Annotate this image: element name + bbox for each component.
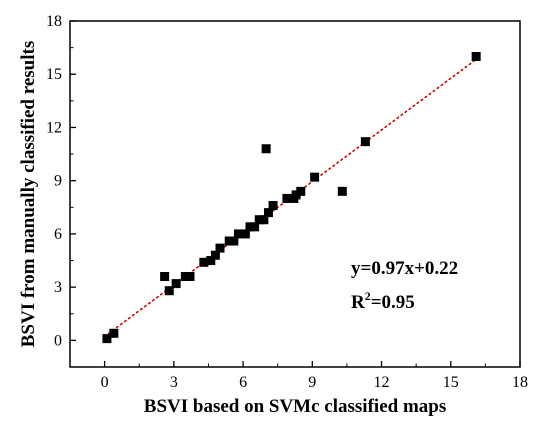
data-point [199, 257, 209, 267]
data-point [268, 201, 278, 211]
x-tick-label: 3 [170, 374, 178, 391]
axis-ticks [70, 20, 521, 367]
r2-suffix: =0.95 [371, 292, 415, 313]
data-point [250, 222, 260, 232]
r2-prefix: R [351, 292, 365, 313]
data-point [259, 215, 269, 225]
y-tick-label: 0 [54, 332, 62, 349]
data-point [160, 272, 170, 282]
x-tick-label: 9 [308, 374, 316, 391]
y-axis-title: BSVI from manually classified results [18, 41, 39, 348]
plot-frame [69, 20, 521, 368]
data-point [254, 215, 264, 225]
y-tick-label: 3 [54, 279, 62, 296]
axis-tick-labels: 0 3 6 9 12 15 18 0 3 6 9 12 15 18 [46, 13, 528, 391]
data-point [224, 236, 234, 246]
data-point [261, 144, 271, 154]
data-point [263, 208, 273, 218]
data-point [240, 229, 250, 239]
y-tick-label: 15 [46, 66, 62, 83]
data-point [282, 193, 292, 203]
data-point [164, 286, 174, 296]
data-point [210, 250, 220, 260]
data-point [180, 272, 190, 282]
x-tick-label: 0 [101, 374, 109, 391]
x-axis-title: BSVI based on SVMc classified maps [144, 396, 446, 417]
r2-superscript: 2 [365, 289, 371, 303]
data-point [471, 51, 481, 61]
data-point [206, 256, 216, 266]
y-tick-label: 9 [54, 173, 62, 190]
x-tick-label: 18 [512, 374, 528, 391]
data-point [215, 243, 225, 253]
data-point [296, 186, 306, 196]
equation-label: y=0.97x+0.22 [351, 258, 458, 279]
data-point [171, 279, 181, 289]
data-point [102, 334, 112, 344]
data-point [291, 190, 301, 200]
x-tick-label: 12 [374, 374, 390, 391]
y-tick-label: 18 [46, 13, 62, 30]
x-tick-label: 6 [239, 374, 247, 391]
data-point [360, 137, 370, 147]
data-point [337, 186, 347, 196]
y-tick-label: 6 [54, 226, 62, 243]
data-point [185, 272, 195, 282]
r2-label: R2=0.95 [351, 289, 415, 313]
data-point [109, 328, 119, 338]
x-tick-label: 15 [443, 374, 459, 391]
y-tick-label: 12 [46, 119, 62, 136]
data-point [245, 222, 255, 232]
data-point [233, 229, 243, 239]
data-point [310, 172, 320, 182]
data-points [102, 51, 481, 344]
data-point [229, 236, 239, 246]
